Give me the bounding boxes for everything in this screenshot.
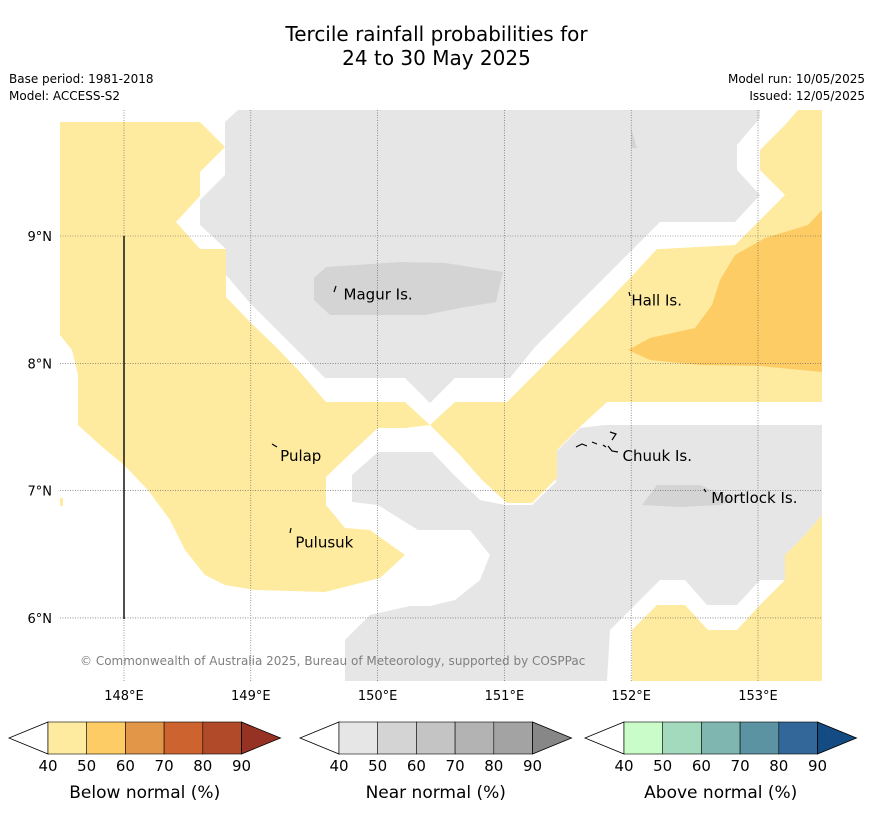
longitude-labels: 148°E 149°E 150°E 151°E 152°E 153°E — [104, 689, 778, 704]
longitude-tick-label: 152°E — [611, 689, 651, 704]
issued-date: Issued: 12/05/2025 — [749, 89, 865, 103]
legend-tick-label: 90 — [808, 757, 827, 775]
legend-tick-label: 40 — [329, 757, 348, 775]
island-marks — [271, 285, 707, 534]
legend-color-box — [125, 721, 165, 755]
legend-tick-label: 90 — [523, 757, 542, 775]
meta-right: Model run: 10/05/2025 Issued: 12/05/2025 — [728, 71, 865, 105]
latitude-tick-label: 6°N — [28, 612, 53, 627]
place-label: Chuuk Is. — [623, 447, 692, 465]
title-line-1: Tercile rainfall probabilities for — [285, 22, 588, 46]
legend-1: 40 50 60 70 80 90 Below normal (%) — [7, 721, 282, 803]
island-mark-pulap — [271, 443, 278, 448]
legend-color-box — [338, 721, 379, 755]
legend-color-box — [662, 721, 702, 755]
below-normal-patch-east — [628, 210, 822, 372]
legend-arrow-low — [298, 721, 340, 755]
legend-tick-label: 40 — [38, 757, 57, 775]
legend-color-box — [202, 721, 242, 755]
legend-tick-label: 60 — [692, 757, 711, 775]
legend-color-box — [778, 721, 818, 755]
model-run: Model run: 10/05/2025 — [727, 72, 865, 86]
legend-color-box — [163, 721, 204, 755]
legend-color-box — [454, 721, 495, 755]
legend-tick-label: 50 — [653, 757, 672, 775]
legend-2: 40 50 60 70 80 90 Near normal (%) — [298, 721, 573, 803]
legend-tick-label: 60 — [407, 757, 426, 775]
island-mark-pulusuk — [289, 527, 292, 534]
model-name: Model: ACCESS-S2 — [9, 89, 121, 103]
place-label: Magur Is. — [344, 285, 413, 303]
legend-tick-label: 80 — [484, 757, 503, 775]
legend-color-box — [416, 721, 456, 755]
longitude-tick-label: 148°E — [104, 689, 144, 704]
longitude-tick-label: 150°E — [358, 689, 398, 704]
longitude-tick-label: 149°E — [231, 689, 271, 704]
legend-arrow-high — [532, 721, 573, 755]
legends: 40 50 60 70 80 90 Below normal (%) 40 50 60 70 80 90… — [7, 721, 858, 803]
latitude-tick-label: 9°N — [28, 230, 53, 245]
legend-title: Near normal (%) — [366, 783, 506, 803]
place-labels: Magur Is. Hall Is. Pulap Chuuk Is. Mortlock … — [280, 285, 797, 551]
legend-tick-label: 90 — [232, 757, 251, 775]
graticule — [60, 110, 822, 681]
island-mark-chuuk-lagoon — [575, 431, 619, 453]
legend-title: Below normal (%) — [69, 783, 220, 803]
legend-arrow-low — [583, 721, 625, 755]
place-label: Hall Is. — [631, 292, 682, 310]
place-label: Pulusuk — [295, 534, 353, 552]
island-mark-mortlock — [703, 488, 707, 493]
legend-color-box — [47, 721, 88, 755]
legend-color-box — [739, 721, 780, 755]
latitude-labels: 9°N 8°N 7°N 6°N — [28, 230, 53, 627]
legend-tick-label: 70 — [446, 757, 465, 775]
legend-tick-label: 40 — [614, 757, 633, 775]
latitude-tick-label: 8°N — [28, 357, 53, 372]
near-normal-region-north — [200, 110, 760, 403]
below-normal-region-west — [60, 122, 430, 592]
legend-tick-label: 80 — [193, 757, 212, 775]
legend-tick-label: 50 — [368, 757, 387, 775]
legend-color-box — [493, 721, 533, 755]
below-normal-region-southeast — [632, 515, 822, 681]
legend-color-box — [377, 721, 417, 755]
legend-title: Above normal (%) — [644, 783, 797, 803]
legend-tick-label: 50 — [77, 757, 96, 775]
legend-arrow-high — [817, 721, 858, 755]
legend-arrow-low — [7, 721, 49, 755]
meta-left: Base period: 1981-2018 Model: ACCESS-S2 — [9, 71, 154, 105]
place-label: Mortlock Is. — [711, 489, 797, 507]
latitude-tick-label: 7°N — [28, 485, 53, 500]
island-mark-magur — [333, 285, 337, 293]
below-normal-edge-sliver — [60, 498, 63, 506]
island-mark-hall — [628, 291, 631, 297]
legend-tick-label: 60 — [116, 757, 135, 775]
legend-tick-label: 70 — [155, 757, 174, 775]
title-line-2: 24 to 30 May 2025 — [342, 46, 531, 70]
legend-arrow-high — [241, 721, 282, 755]
legend-color-box — [701, 721, 741, 755]
legend-color-box — [623, 721, 664, 755]
longitude-tick-label: 151°E — [485, 689, 525, 704]
legend-tick-label: 80 — [769, 757, 788, 775]
legend-3: 40 50 60 70 80 90 Above normal (%) — [583, 721, 858, 803]
base-period: Base period: 1981-2018 — [9, 72, 154, 86]
longitude-tick-label: 153°E — [738, 689, 778, 704]
copyright-text: © Commonwealth of Australia 2025, Bureau… — [80, 654, 585, 668]
near-normal-patch-top — [631, 128, 637, 148]
near-normal-patch-magur — [314, 262, 503, 315]
legend-color-box — [86, 721, 126, 755]
legend-tick-label: 70 — [731, 757, 750, 775]
map-title: Tercile rainfall probabilities for 24 to… — [0, 22, 873, 70]
place-label: Pulap — [280, 447, 321, 465]
below-normal-region-east — [430, 110, 822, 503]
